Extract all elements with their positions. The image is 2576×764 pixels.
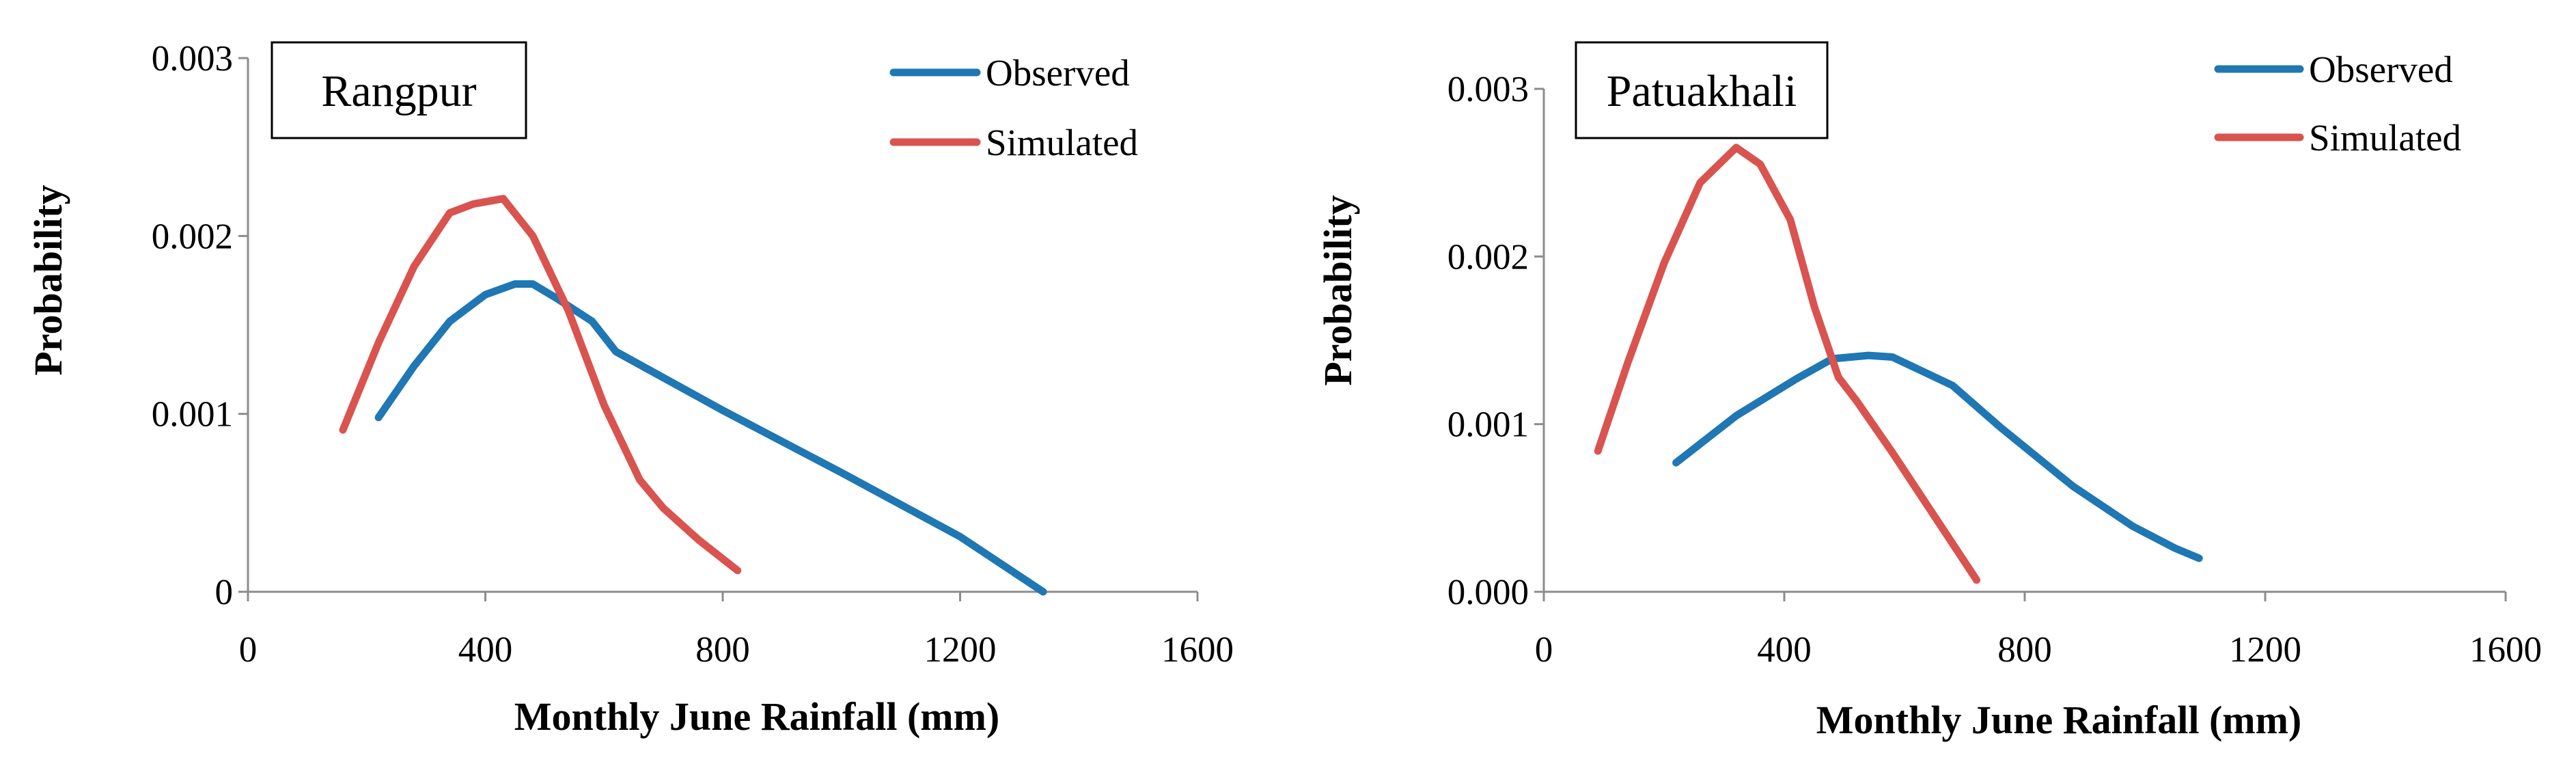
x-tick-label: 1200 (924, 630, 997, 670)
y-tick-label: 0.001 (1448, 405, 1529, 445)
x-tick-label: 400 (458, 630, 513, 670)
x-tick-label: 0 (239, 630, 258, 670)
x-tick-label: 0 (1535, 630, 1553, 670)
x-tick-label: 800 (1997, 630, 2052, 670)
legend-label-simulated: Simulated (986, 122, 1138, 163)
legend-label-simulated: Simulated (2309, 117, 2461, 159)
y-tick-label: 0.002 (152, 217, 233, 256)
x-tick-label: 400 (1757, 630, 1812, 670)
x-axis-label: Monthly June Rainfall (mm) (514, 694, 1000, 739)
y-tick-label: 0.000 (1448, 573, 1529, 612)
chart-title-box (271, 41, 527, 139)
chart-title-box (1575, 41, 1829, 139)
y-tick-label: 0.003 (1448, 70, 1529, 109)
legend-label-observed: Observed (986, 52, 1130, 94)
chart-title: Patuakhali (1607, 66, 1797, 116)
series-line-observed (1672, 351, 2203, 562)
chart-panel-1: 0 0.001 0.002 0.003 0 400 800 1200 1600 Monthly J… (26, 39, 1234, 739)
y-tick-label: 0 (215, 573, 234, 612)
x-tick-label: 1200 (2229, 630, 2301, 670)
x-axis-label: Monthly June Rainfall (mm) (1816, 698, 2302, 742)
y-tick-label: 0.003 (152, 39, 233, 79)
series-line-simulated (339, 195, 742, 575)
y-tick-label: 0.002 (1448, 237, 1529, 277)
series-line-observed (374, 280, 1047, 596)
x-tick-label: 1600 (1161, 630, 1234, 670)
y-axis-label: Probability (1316, 195, 1360, 385)
chart-panel-2: 0.000 0.001 0.002 0.003 0 400 800 1200 1600 Month… (1316, 41, 2542, 742)
series-line-simulated (1594, 144, 1981, 584)
chart-title: Rangpur (321, 66, 476, 116)
legend-label-observed: Observed (2309, 49, 2453, 90)
x-tick-label: 1600 (2469, 630, 2542, 670)
y-axis-label: Probability (26, 185, 70, 375)
y-tick-label: 0.001 (152, 395, 233, 435)
x-tick-label: 800 (695, 630, 750, 670)
